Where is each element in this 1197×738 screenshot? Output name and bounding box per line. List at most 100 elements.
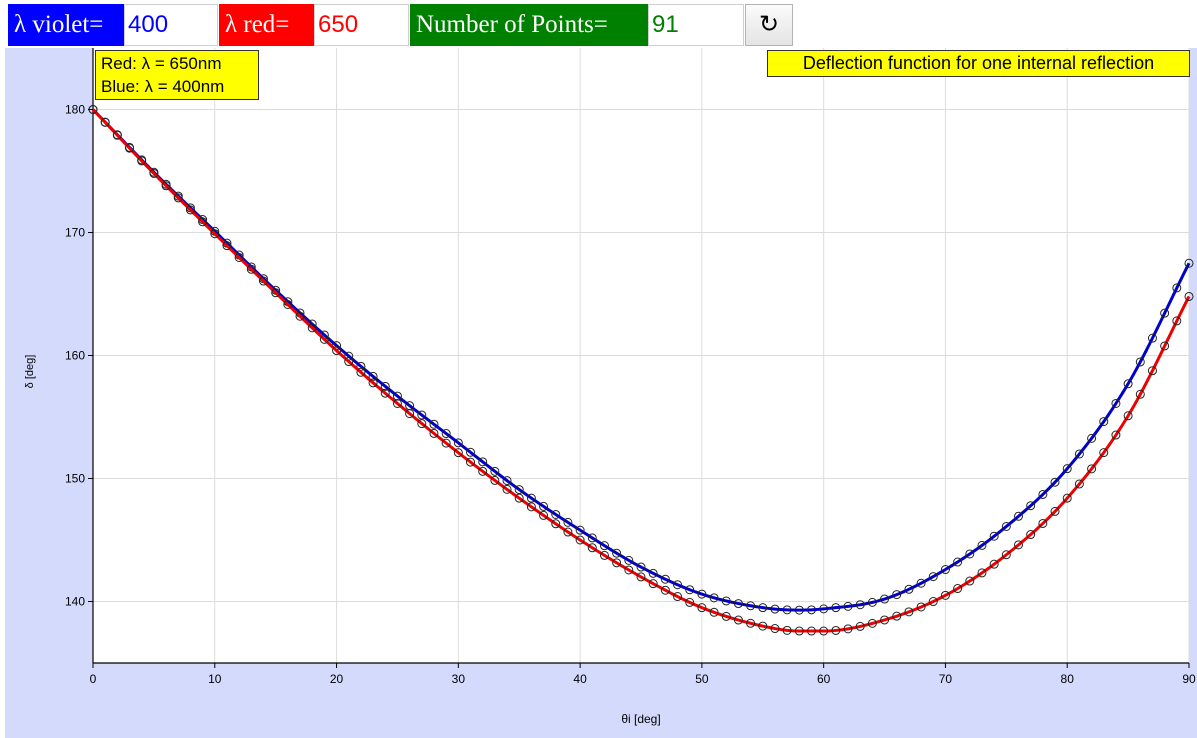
- data-point: [563, 517, 573, 527]
- x-tick-label: 50: [695, 672, 709, 686]
- y-tick-label: 180: [65, 103, 85, 117]
- data-point: [636, 572, 646, 582]
- data-point: [916, 602, 926, 612]
- data-point: [843, 624, 853, 634]
- data-point: [1160, 341, 1170, 351]
- data-point: [940, 590, 950, 600]
- data-point: [1001, 521, 1011, 531]
- data-point: [648, 568, 658, 578]
- y-tick-labels: 140 150 160 170 180: [65, 103, 93, 609]
- data-point: [599, 550, 609, 560]
- data-point: [624, 565, 634, 575]
- data-point: [1050, 506, 1060, 516]
- data-point: [989, 559, 999, 569]
- x-tick-label: 70: [939, 672, 953, 686]
- red-wavelength-input[interactable]: [314, 4, 409, 46]
- data-point: [1026, 501, 1036, 511]
- number-of-points-input[interactable]: [648, 4, 744, 46]
- data-point: [636, 562, 646, 572]
- x-tick-label: 80: [1061, 672, 1075, 686]
- data-point: [246, 264, 256, 274]
- data-point: [624, 555, 634, 565]
- data-point: [709, 607, 719, 617]
- x-tick-labels: 0 10 20 30 40 50 60 70 80 90: [90, 663, 1196, 686]
- legend-blue-entry: Blue: λ = 400nm: [101, 77, 225, 96]
- data-point: [392, 398, 402, 408]
- data-point: [429, 428, 439, 438]
- data-point: [1026, 530, 1036, 540]
- data-point: [551, 519, 561, 529]
- red-wavelength-label: λ red=: [219, 4, 314, 46]
- data-point: [587, 543, 597, 553]
- data-point: [928, 572, 938, 582]
- violet-wavelength-input[interactable]: [124, 4, 218, 46]
- data-point: [1062, 464, 1072, 474]
- data-point: [685, 585, 695, 595]
- data-point: [697, 589, 707, 599]
- data-point: [587, 533, 597, 543]
- toolbar: λ violet= λ red= Number of Points= ↻: [0, 0, 1197, 48]
- series-red: [88, 105, 1194, 636]
- data-point: [332, 346, 342, 356]
- data-point: [210, 229, 220, 239]
- data-point: [867, 618, 877, 628]
- data-point: [441, 438, 451, 448]
- data-point: [453, 448, 463, 458]
- data-point: [368, 371, 378, 381]
- data-point: [198, 217, 208, 227]
- data-point: [295, 311, 305, 321]
- data-point: [1111, 398, 1121, 408]
- data-point: [307, 323, 317, 333]
- data-point: [746, 601, 756, 611]
- data-point: [575, 525, 585, 535]
- data-point: [319, 334, 329, 344]
- data-point: [466, 447, 476, 457]
- data-point: [612, 548, 622, 558]
- data-point: [867, 597, 877, 607]
- data-point: [697, 603, 707, 613]
- x-tick-label: 40: [573, 672, 587, 686]
- data-point: [380, 381, 390, 391]
- data-point: [746, 618, 756, 628]
- refresh-button[interactable]: ↻: [745, 4, 793, 46]
- data-point: [770, 604, 780, 614]
- x-tick-label: 10: [208, 672, 222, 686]
- data-point: [514, 493, 524, 503]
- data-point: [125, 143, 135, 153]
- data-point: [137, 156, 147, 166]
- legend-red-entry: Red: λ = 650nm: [101, 54, 222, 73]
- data-point: [916, 578, 926, 588]
- x-tick-label: 90: [1182, 672, 1196, 686]
- x-axis-label: θi [deg]: [621, 712, 660, 726]
- number-of-points-label: Number of Points=: [410, 4, 648, 46]
- legend-box: Red: λ = 650nm Blue: λ = 400nm: [95, 50, 259, 100]
- data-point: [940, 565, 950, 575]
- data-point: [1099, 417, 1109, 427]
- data-point: [1050, 477, 1060, 487]
- data-point: [892, 611, 902, 621]
- data-point: [478, 466, 488, 476]
- data-point: [380, 388, 390, 398]
- data-point: [904, 607, 914, 617]
- series-line: [91, 108, 1191, 612]
- x-tick-label: 30: [452, 672, 466, 686]
- data-point: [514, 485, 524, 495]
- data-point: [1147, 366, 1157, 376]
- data-point: [490, 475, 500, 485]
- data-point: [1172, 316, 1182, 326]
- x-tick-label: 60: [817, 672, 831, 686]
- data-point: [1160, 308, 1170, 318]
- data-point: [660, 585, 670, 595]
- y-tick-label: 170: [65, 226, 85, 240]
- data-point: [855, 600, 865, 610]
- y-tick-label: 150: [65, 472, 85, 486]
- data-point: [782, 605, 792, 615]
- data-point: [721, 596, 731, 606]
- data-point: [758, 603, 768, 613]
- data-point: [977, 540, 987, 550]
- data-point: [222, 241, 232, 251]
- series-line: [91, 108, 1191, 633]
- data-point: [721, 611, 731, 621]
- data-point: [709, 593, 719, 603]
- data-point: [1099, 448, 1109, 458]
